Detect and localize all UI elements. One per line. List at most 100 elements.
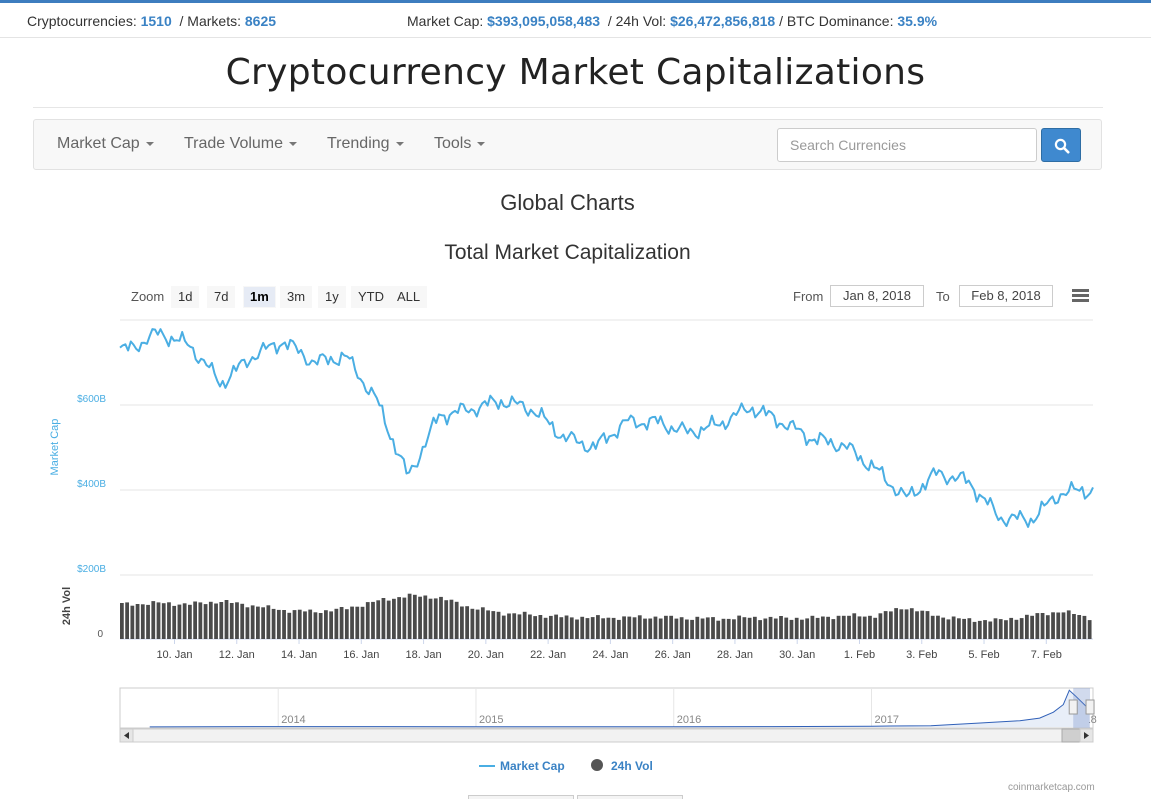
bottom-tab[interactable] <box>577 795 683 799</box>
volume-bar <box>690 619 694 639</box>
volume-bar <box>266 605 271 639</box>
volume-bar <box>899 609 904 639</box>
volume-bar <box>601 618 606 639</box>
volume-bar <box>1024 614 1029 639</box>
volume-bar <box>439 596 443 639</box>
volume-bar <box>219 602 224 639</box>
zoom-ytd-button[interactable]: YTD <box>351 286 391 308</box>
volume-bar <box>936 615 940 639</box>
volume-bar <box>528 614 532 639</box>
volume-bar <box>146 604 150 639</box>
dominance-value[interactable]: 35.9% <box>897 13 938 29</box>
volume-bar <box>125 602 129 639</box>
currencies-label: Cryptocurrencies: <box>27 13 137 29</box>
x-tick-label: 3. Feb <box>906 649 937 661</box>
volume-bar <box>475 609 480 639</box>
volume-bar <box>412 594 417 639</box>
main-navbar: Market Cap Trade Volume Trending Tools <box>33 119 1102 170</box>
volume-bar <box>334 608 339 639</box>
range-to-input[interactable]: Feb 8, 2018 <box>959 285 1053 307</box>
volume-bar <box>674 618 679 639</box>
volume-bar <box>737 615 742 639</box>
volume-bar <box>1082 615 1087 639</box>
bottom-tab[interactable] <box>468 795 574 799</box>
volume-bar <box>449 599 454 639</box>
vol-value[interactable]: $26,472,856,818 <box>670 13 776 29</box>
volume-bar <box>350 606 354 639</box>
zoom-all-button[interactable]: ALL <box>390 286 428 308</box>
navigator-tick-label: 2017 <box>875 714 899 726</box>
zoom-7d-button[interactable]: 7d <box>207 286 236 308</box>
range-to-label: To <box>936 289 950 304</box>
volume-bar <box>188 604 192 639</box>
volume-bar <box>172 605 177 639</box>
zoom-1d-button[interactable]: 1d <box>171 286 200 308</box>
volume-bar <box>444 600 449 639</box>
volume-bar <box>852 613 857 639</box>
volume-bar <box>826 616 830 639</box>
volume-bar <box>820 616 825 639</box>
nav-market-cap-dropdown[interactable]: Market Cap <box>57 135 154 153</box>
volume-bar <box>245 607 250 639</box>
volume-bar <box>282 610 286 639</box>
nav-tools-dropdown[interactable]: Tools <box>434 135 486 153</box>
markets-value[interactable]: 8625 <box>244 13 277 29</box>
volume-bar <box>1051 612 1055 639</box>
navigator-selection <box>1073 688 1091 728</box>
volume-bar <box>847 615 851 639</box>
volume-bar <box>480 607 485 639</box>
markets-label: / Markets: <box>179 13 241 29</box>
search-currencies-input[interactable] <box>777 128 1037 162</box>
volume-bar <box>669 615 674 639</box>
x-tick-label: 7. Feb <box>1031 649 1062 661</box>
volume-bar <box>433 598 438 639</box>
x-tick-label: 20. Jan <box>468 649 504 661</box>
volume-bar <box>868 615 872 639</box>
volume-bar <box>392 598 396 639</box>
volume-bar <box>329 611 334 639</box>
marketcap-value[interactable]: $393,095,058,483 <box>487 13 601 29</box>
search-button[interactable] <box>1041 128 1081 162</box>
volume-bar <box>1019 618 1024 639</box>
volume-bar <box>1040 613 1045 639</box>
volume-bar <box>517 614 522 639</box>
volume-bar <box>763 618 768 639</box>
navigator-tick-label: 2016 <box>677 714 701 726</box>
volume-bar <box>177 604 182 639</box>
currencies-value[interactable]: 1510 <box>140 13 172 29</box>
zoom-1y-button[interactable]: 1y <box>318 286 346 308</box>
volume-bar <box>695 616 700 639</box>
scroll-right-arrow-icon <box>1084 732 1089 739</box>
navigator-frame <box>119 687 1094 729</box>
nav-tools-label: Tools <box>434 135 472 152</box>
volume-bar <box>402 597 407 639</box>
volume-bar <box>658 618 663 639</box>
volume-bar <box>815 617 820 639</box>
volume-bar <box>548 615 553 639</box>
volume-bar <box>883 611 888 639</box>
volume-bar <box>632 617 637 639</box>
volume-bar <box>972 621 977 639</box>
site-title[interactable]: Cryptocurrency Market Capitalizations <box>225 52 926 93</box>
volume-bar <box>1072 614 1076 639</box>
nav-trade-volume-dropdown[interactable]: Trade Volume <box>184 135 298 153</box>
navigator-series-line <box>149 689 1090 728</box>
volume-bar <box>507 613 511 639</box>
nav-trending-dropdown[interactable]: Trending <box>327 135 404 153</box>
volume-bar <box>533 616 538 639</box>
volume-bar <box>256 606 260 639</box>
volume-bar <box>182 603 187 639</box>
navigator-scrollbar-track <box>119 728 1094 743</box>
chart-credit[interactable]: coinmarketcap.com <box>1008 782 1095 793</box>
volume-bar <box>156 602 161 639</box>
navigator-handle <box>1068 699 1078 715</box>
volume-bar <box>726 618 731 639</box>
y-tick-label: $400B <box>77 479 106 490</box>
zoom-3m-button[interactable]: 3m <box>280 286 313 308</box>
chart-menu-hamburger-icon[interactable] <box>1072 289 1090 303</box>
range-from-input[interactable]: Jan 8, 2018 <box>830 285 924 307</box>
caret-down-icon <box>289 141 298 146</box>
volume-bar <box>721 618 726 639</box>
legend-24h-vol: 24h Vol <box>611 759 653 773</box>
zoom-1m-button[interactable]: 1m <box>243 286 276 308</box>
